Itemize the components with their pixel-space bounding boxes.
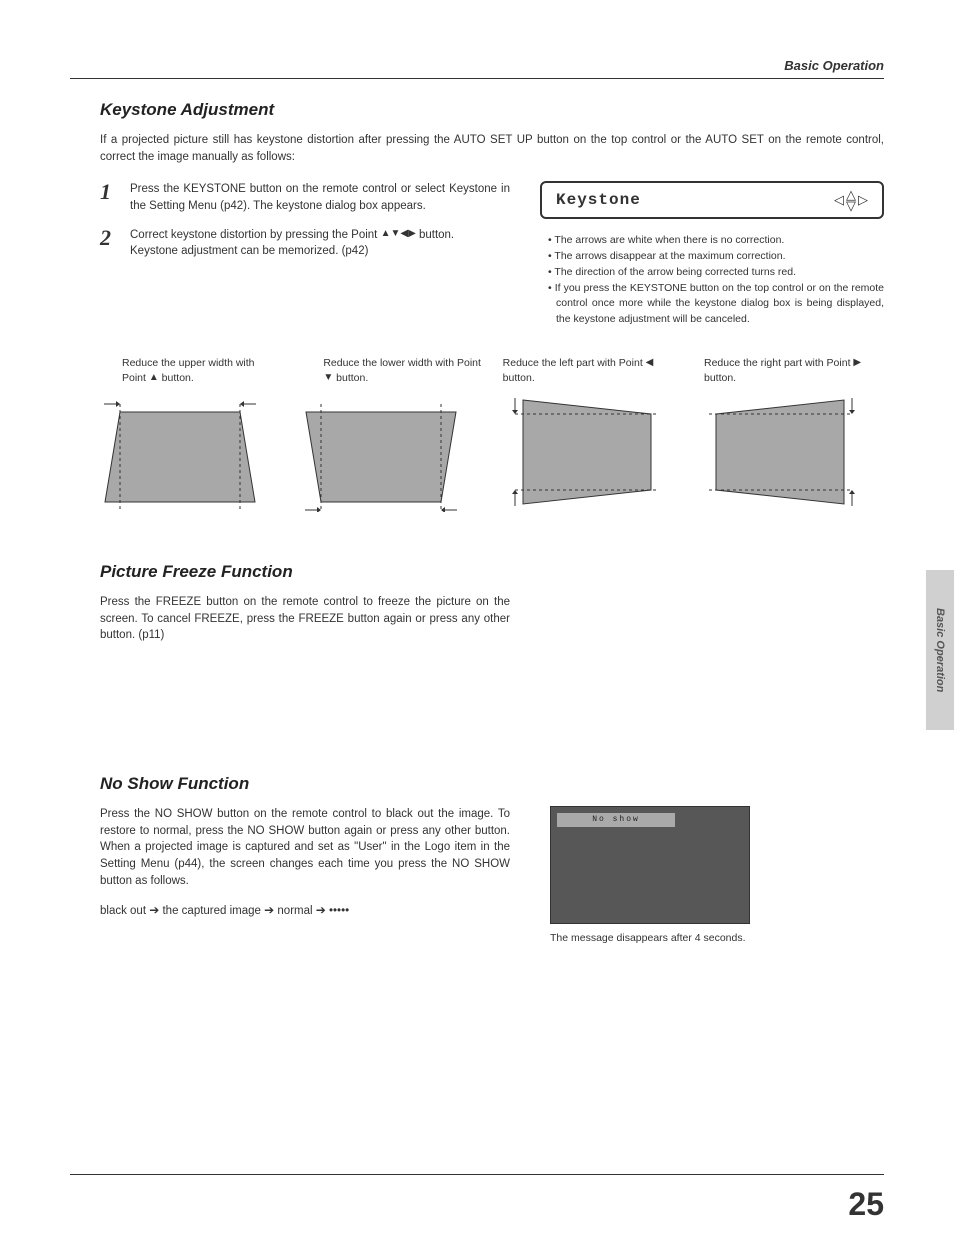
keystone-dialog: Keystone ◁ △ ▽ ▷ <box>540 181 884 219</box>
diagram-left: Reduce the left part with Point ◀ button… <box>503 356 683 512</box>
noshow-caption: The message disappears after 4 seconds. <box>550 932 850 944</box>
side-tab-label: Basic Operation <box>934 608 946 692</box>
noshow-banner: No show <box>557 813 675 827</box>
step-text-c: Keystone adjustment can be memorized. (p… <box>130 245 368 257</box>
up-icon: ▲ <box>149 371 159 385</box>
freeze-text: Press the FREEZE button on the remote co… <box>100 594 510 644</box>
seq-b: the captured image <box>159 905 264 917</box>
caption-b: button. <box>333 372 368 384</box>
bullet: The arrows are white when there is no co… <box>548 233 884 249</box>
arrow-icon: ➔ <box>316 903 326 917</box>
keystone-title: Keystone Adjustment <box>100 100 884 120</box>
caption-a: Reduce the right part with Point <box>704 357 853 369</box>
trapezoid-upper-svg <box>100 392 260 512</box>
keystone-arrows: ◁ △ ▽ ▷ <box>834 189 868 211</box>
arrow-icon: ➔ <box>149 903 159 917</box>
bullet: The arrows disappear at the maximum corr… <box>548 249 884 265</box>
keystone-dialog-label: Keystone <box>556 191 641 209</box>
header-label: Basic Operation <box>784 58 884 73</box>
noshow-screen: No show <box>550 806 750 924</box>
step-text-b: button. <box>416 229 454 241</box>
trapezoid-right-svg <box>704 392 864 512</box>
noshow-sequence: black out ➔ the captured image ➔ normal … <box>100 903 510 917</box>
noshow-text: Press the NO SHOW button on the remote c… <box>100 806 510 889</box>
arrow-icon: ➔ <box>264 903 274 917</box>
bullet: The direction of the arrow being correct… <box>548 265 884 281</box>
left-icon: ◁ <box>834 192 844 208</box>
top-rule <box>70 78 884 79</box>
seq-d: ••••• <box>326 905 349 917</box>
caption-b: button. <box>503 372 535 384</box>
keystone-intro: If a projected picture still has keyston… <box>100 132 884 165</box>
keystone-diagrams: Reduce the upper width with Point ▲ butt… <box>100 356 884 512</box>
trapezoid-left-svg <box>503 392 663 512</box>
keystone-bullets: The arrows are white when there is no co… <box>540 233 884 328</box>
point-icons: ▲▼◀▶ <box>381 227 416 242</box>
caption-a: Reduce the left part with Point <box>503 357 646 369</box>
diagram-upper: Reduce the upper width with Point ▲ butt… <box>100 356 280 512</box>
caption-b: button. <box>159 372 194 384</box>
step-text-a: Correct keystone distortion by pressing … <box>130 229 381 241</box>
noshow-title: No Show Function <box>100 774 884 794</box>
bottom-rule <box>70 1174 884 1175</box>
page-number: 25 <box>848 1186 884 1223</box>
right-icon: ▷ <box>858 192 868 208</box>
trapezoid-lower-svg <box>301 392 461 512</box>
left-icon: ◀ <box>646 356 654 370</box>
down-icon: ▼ <box>323 371 333 385</box>
step-text: Press the KEYSTONE button on the remote … <box>130 181 510 214</box>
caption-a: Reduce the lower width with Point <box>323 357 481 369</box>
diagram-right: Reduce the right part with Point ▶ butto… <box>704 356 884 512</box>
seq-a: black out <box>100 905 149 917</box>
diagram-lower: Reduce the lower width with Point ▼ butt… <box>301 356 481 512</box>
bullet: If you press the KEYSTONE button on the … <box>548 281 884 328</box>
down-icon: ▽ <box>846 200 856 211</box>
right-icon: ▶ <box>853 356 861 370</box>
step-number: 1 <box>100 181 118 214</box>
seq-c: normal <box>274 905 316 917</box>
caption-b: button. <box>704 372 736 384</box>
step-1: 1 Press the KEYSTONE button on the remot… <box>100 181 510 214</box>
step-number: 2 <box>100 227 118 260</box>
freeze-title: Picture Freeze Function <box>100 562 884 582</box>
side-tab: Basic Operation <box>926 570 954 730</box>
step-2: 2 Correct keystone distortion by pressin… <box>100 227 510 260</box>
step-text: Correct keystone distortion by pressing … <box>130 227 454 260</box>
